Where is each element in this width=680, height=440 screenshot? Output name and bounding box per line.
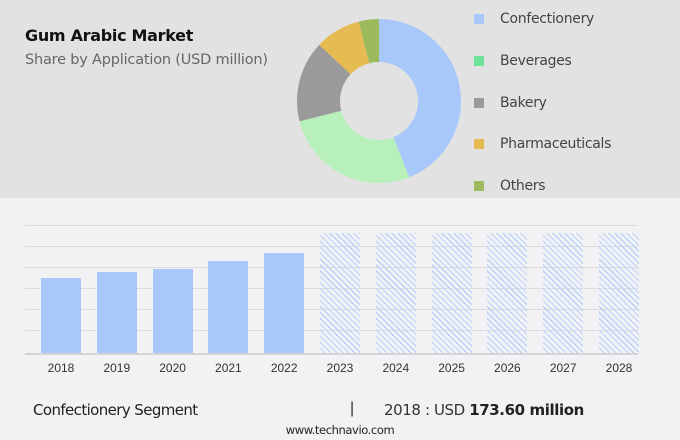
legend-swatch-icon [474,56,484,66]
summary-panel: Gum Arabic Market Share by Application (… [0,0,680,198]
donut-slice-bakery [297,44,351,122]
legend-item-beverages: Beverages [474,51,572,71]
segment-value: 2018 : USD 173.60 million [384,401,584,419]
source-url: www.technavio.com [285,423,395,437]
donut-slice-beverages [299,110,410,183]
bar-2024-forecast [375,233,416,353]
x-tick-label: 2025 [438,361,465,375]
x-tick-label: 2028 [605,361,633,375]
bar-2026-forecast [487,233,528,353]
legend-label: Others [500,178,546,194]
bar-2027-forecast [543,233,584,353]
x-tick-label: 2019 [103,361,131,375]
legend-label: Bakery [500,95,547,111]
x-axis-line [25,353,638,355]
legend-label: Confectionery [500,11,595,27]
legend-swatch-icon [474,139,484,149]
chart-title: Gum Arabic Market [25,26,194,45]
x-tick-label: 2018 [47,361,75,375]
footer-separator: | [350,400,355,417]
segment-year-prefix: 2018 : USD [384,401,470,419]
legend-item-pharmaceuticals: Pharmaceuticals [474,134,611,154]
legend-item-bakery: Bakery [474,93,547,113]
x-tick-label: 2021 [215,361,242,375]
x-tick-label: 2023 [326,361,354,375]
segment-label: Confectionery Segment [33,401,198,419]
bar-2028-forecast [599,233,639,353]
gridline [25,225,638,226]
segment-value-amount: 173.60 million [469,401,584,419]
x-tick-label: 2027 [549,361,577,375]
x-tick-label: 2020 [159,361,186,375]
bar-2021 [208,261,249,353]
bar-2019 [96,272,137,353]
donut-slice-confectionery [379,19,461,178]
legend-item-confectionery: Confectionery [474,9,594,29]
legend-swatch-icon [474,14,484,24]
bar-2022 [264,253,305,353]
donut-slice-pharmaceuticals [319,21,370,75]
donut-slice-others [358,19,379,64]
legend-label: Beverages [500,53,572,69]
chart-subtitle: Share by Application (USD million) [25,52,268,68]
bar-2018 [41,278,81,353]
bar-2023-forecast [320,233,360,353]
bar-2020 [152,269,193,353]
x-tick-label: 2022 [270,361,298,375]
legend-swatch-icon [474,181,484,191]
legend-item-others: Others [474,176,546,196]
bar-chart: 2018 2019 2020 2021 2022 2023 2024 2025 2026 2027… [0,198,680,388]
bar-2025-forecast [431,233,472,353]
x-tick-label: 2026 [494,361,521,375]
legend-label: Pharmaceuticals [500,136,612,152]
donut-chart [297,19,461,183]
x-tick-label: 2024 [382,361,410,375]
legend-swatch-icon [474,98,484,108]
